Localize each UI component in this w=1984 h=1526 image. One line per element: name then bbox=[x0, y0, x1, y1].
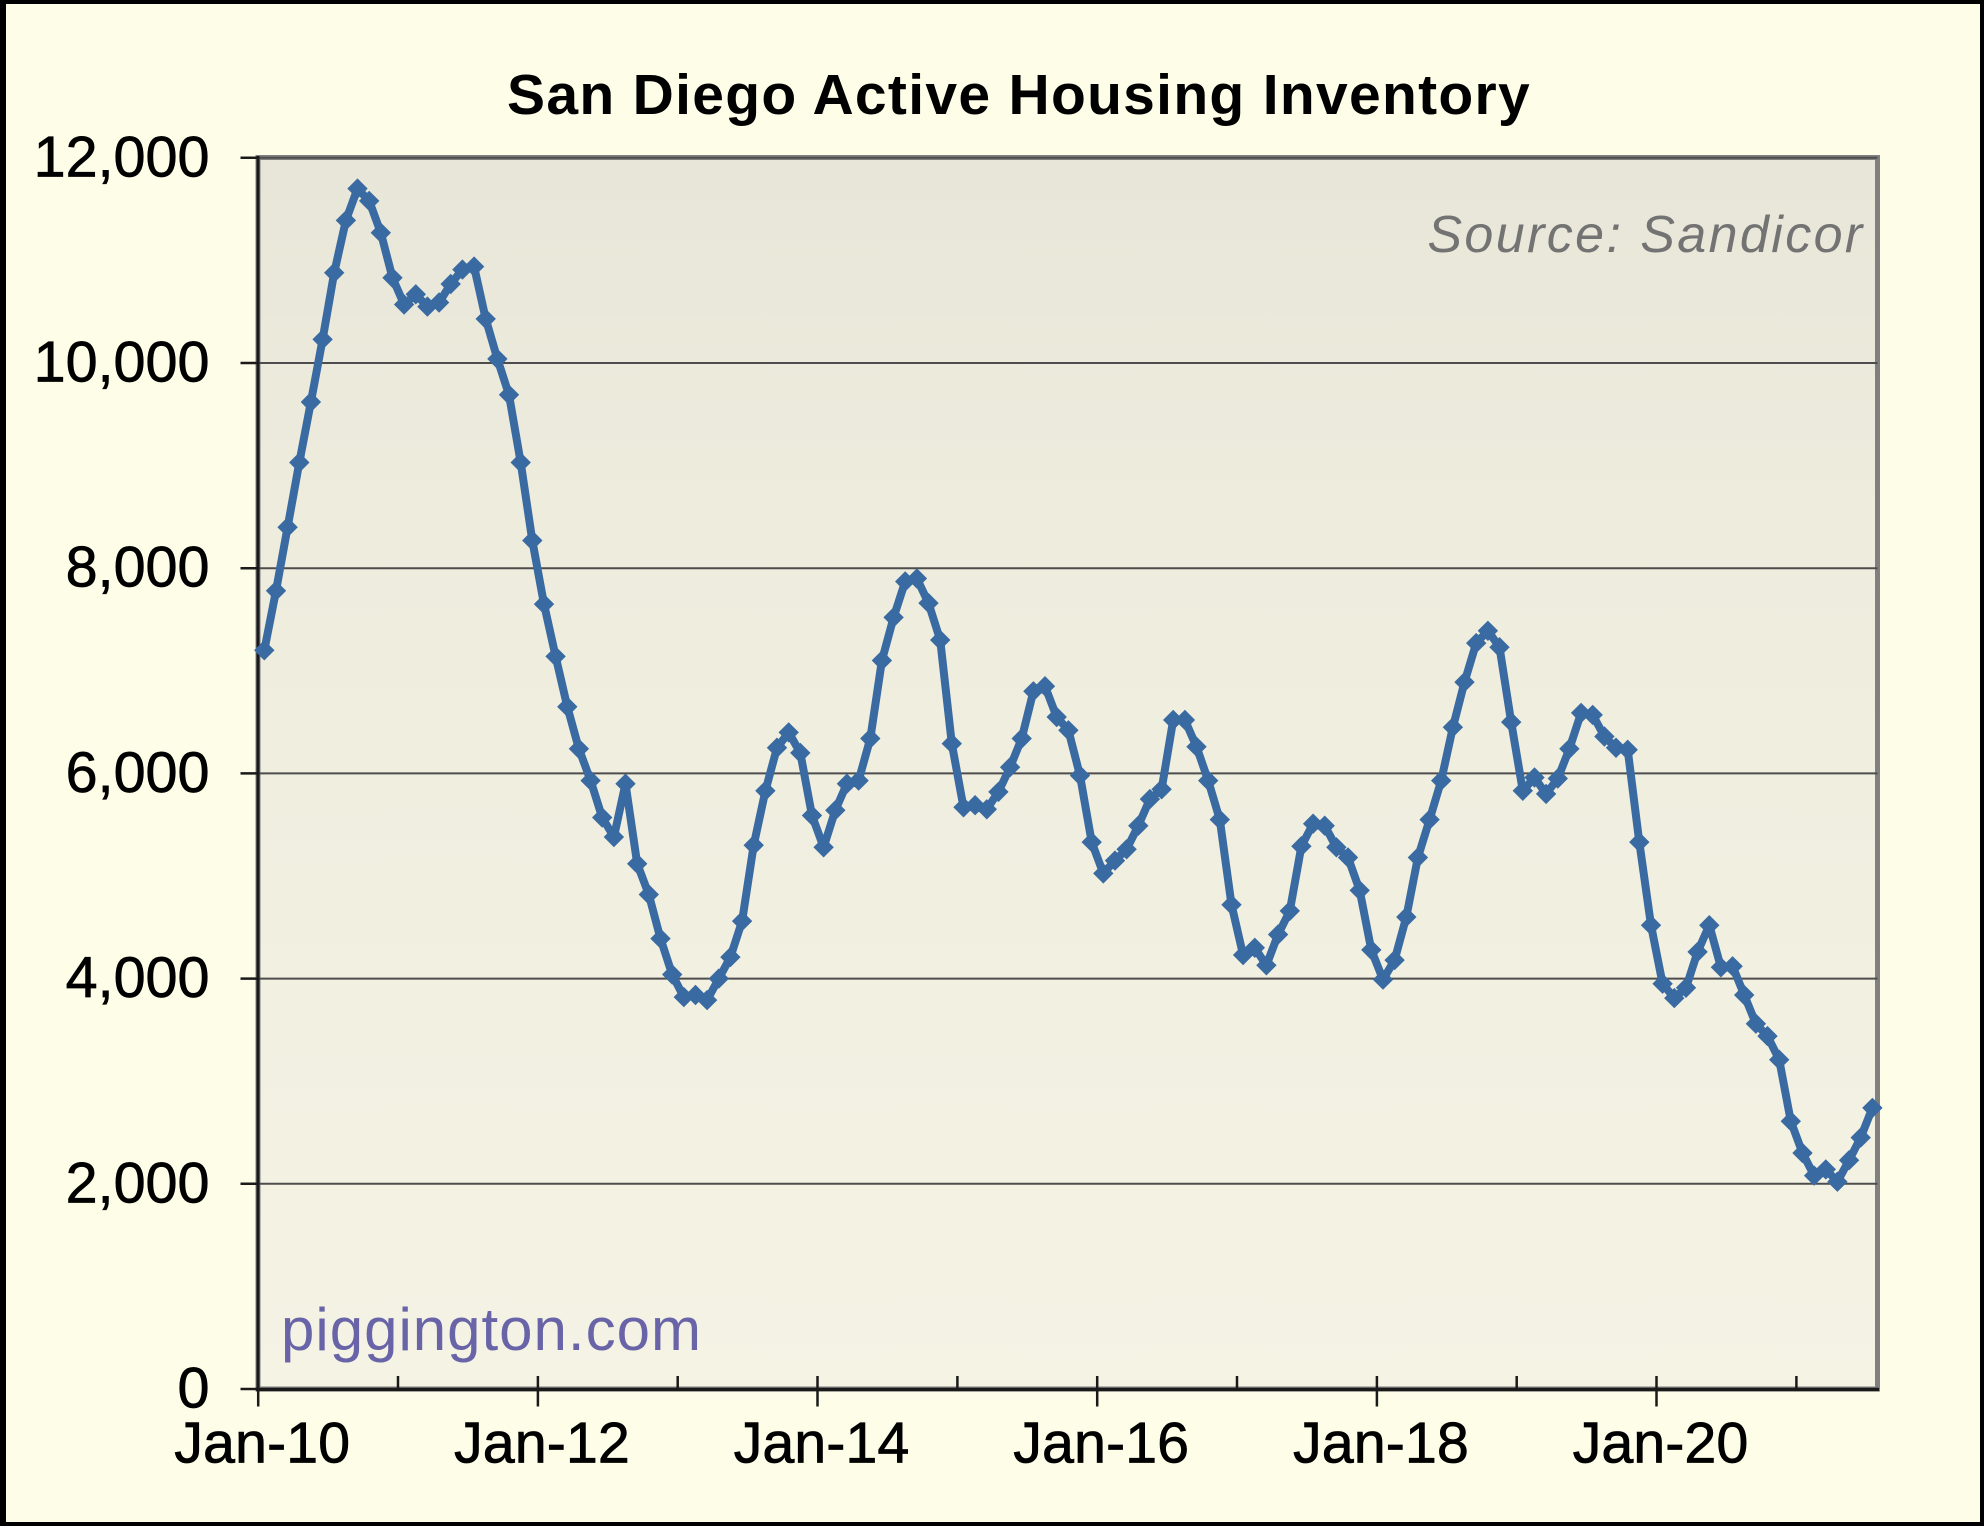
svg-text:San Diego Active Housing Inven: San Diego Active Housing Inventory bbox=[507, 63, 1531, 127]
svg-text:Jan-16: Jan-16 bbox=[1013, 1412, 1189, 1476]
svg-text:6,000: 6,000 bbox=[66, 741, 210, 805]
svg-text:10,000: 10,000 bbox=[34, 331, 210, 395]
svg-text:Jan-20: Jan-20 bbox=[1573, 1412, 1749, 1476]
svg-text:piggington.com: piggington.com bbox=[281, 1296, 702, 1363]
svg-text:Jan-12: Jan-12 bbox=[454, 1412, 630, 1476]
svg-text:4,000: 4,000 bbox=[66, 946, 210, 1010]
svg-text:8,000: 8,000 bbox=[66, 536, 210, 600]
svg-text:Source: Sandicor: Source: Sandicor bbox=[1427, 206, 1865, 264]
svg-text:Jan-14: Jan-14 bbox=[734, 1412, 910, 1476]
svg-text:2,000: 2,000 bbox=[66, 1151, 210, 1215]
svg-text:12,000: 12,000 bbox=[34, 125, 210, 189]
svg-text:Jan-18: Jan-18 bbox=[1293, 1412, 1469, 1476]
svg-text:Jan-10: Jan-10 bbox=[174, 1412, 350, 1476]
svg-text:0: 0 bbox=[178, 1357, 210, 1421]
